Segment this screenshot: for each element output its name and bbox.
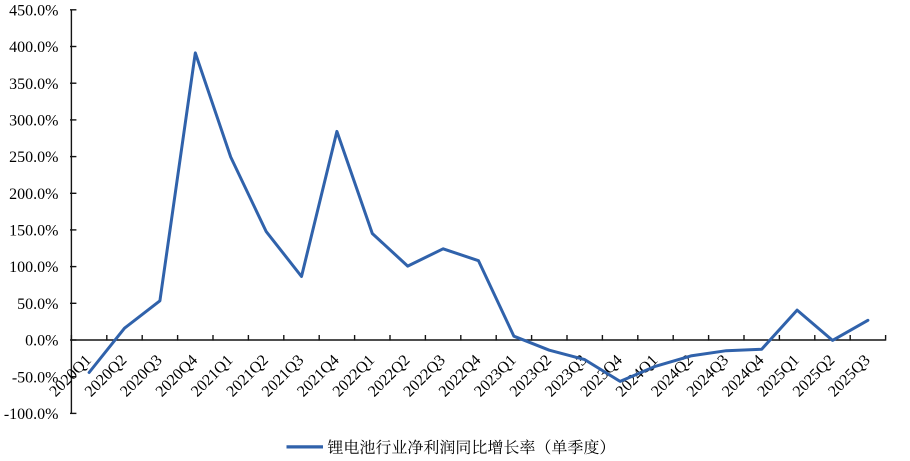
- svg-text:250.0%: 250.0%: [9, 149, 58, 166]
- svg-text:450.0%: 450.0%: [9, 2, 58, 19]
- svg-text:0.0%: 0.0%: [25, 333, 58, 350]
- svg-text:200.0%: 200.0%: [9, 186, 58, 203]
- svg-text:400.0%: 400.0%: [9, 39, 58, 56]
- svg-text:100.0%: 100.0%: [9, 259, 58, 276]
- svg-text:50.0%: 50.0%: [17, 296, 58, 313]
- svg-text:-100.0%: -100.0%: [4, 406, 59, 423]
- svg-text:350.0%: 350.0%: [9, 76, 58, 93]
- svg-text:300.0%: 300.0%: [9, 113, 58, 130]
- svg-text:-50.0%: -50.0%: [12, 369, 59, 386]
- svg-text:150.0%: 150.0%: [9, 223, 58, 240]
